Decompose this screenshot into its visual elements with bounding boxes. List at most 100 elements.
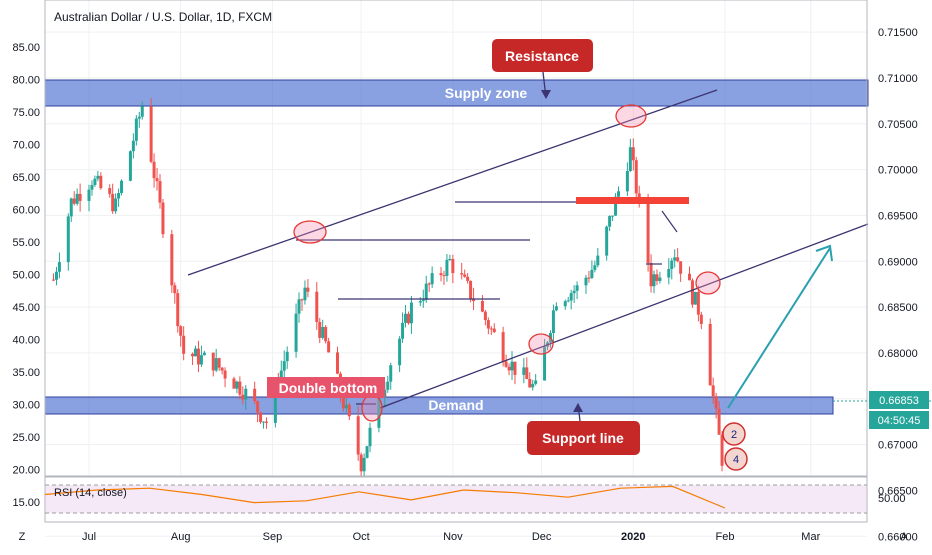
left-axis-tick-label: 40.00 <box>12 335 40 347</box>
right-axis-tick-label: 0.71500 <box>878 27 918 39</box>
candle-body <box>285 351 289 362</box>
candle-body <box>634 160 638 194</box>
right-axis-tick-label: 0.70000 <box>878 165 918 177</box>
candle-body <box>690 280 694 305</box>
candle-body <box>611 215 615 217</box>
candle-body <box>575 285 579 291</box>
time-axis-tick-label: Sep <box>263 531 283 543</box>
right-axis-tick-label: 0.71000 <box>878 73 918 85</box>
candle-body <box>214 358 218 371</box>
timezone-toggle-z[interactable]: Z <box>19 531 26 543</box>
candle-body <box>155 178 159 182</box>
candle-body <box>114 198 118 212</box>
touch-circle-dec <box>528 333 554 355</box>
candle-body <box>179 326 183 336</box>
candle-body <box>466 276 470 281</box>
candle-body <box>297 299 301 314</box>
candle-body <box>273 382 277 423</box>
candle-body <box>152 161 156 179</box>
candle-body <box>504 361 508 367</box>
left-axis-tick-label: 15.00 <box>12 497 40 509</box>
candle-body <box>439 273 443 276</box>
candle-body <box>347 404 351 417</box>
candle-body <box>614 196 618 216</box>
candle-body <box>572 290 576 294</box>
candle-body <box>232 378 236 389</box>
candle-body <box>191 353 195 357</box>
candle-body <box>282 361 286 371</box>
candle-body <box>335 352 339 374</box>
left-axis-tick-label: 70.00 <box>12 140 40 152</box>
candle-body <box>696 291 700 315</box>
candle-body <box>368 427 372 447</box>
event-marker-icon[interactable] <box>722 422 746 446</box>
candle-body <box>534 380 538 384</box>
candle-body <box>111 193 115 212</box>
time-axis-tick-label: Dec <box>532 531 552 543</box>
candle-body <box>563 301 567 307</box>
candle-body <box>359 454 363 472</box>
support-pointer-head <box>573 403 583 412</box>
candle-body <box>318 321 322 338</box>
candle-body <box>480 301 484 312</box>
left-axis-tick-label: 25.00 <box>12 432 40 444</box>
candle-body <box>193 348 197 357</box>
auto-scale-toggle-a[interactable]: A <box>900 531 908 543</box>
candle-body <box>377 394 381 428</box>
resistance-callout-box <box>492 39 593 72</box>
time-axis-tick-label: Aug <box>171 531 191 543</box>
candle-body <box>652 274 656 287</box>
right-axis-tick-label: 0.68000 <box>878 348 918 360</box>
candle-body <box>617 191 621 197</box>
time-axis[interactable]: Jul Aug Sep Oct Nov Dec 2020 Feb Mar <box>82 531 821 543</box>
candle-body <box>711 385 715 397</box>
left-axis-tick-label: 35.00 <box>12 367 40 379</box>
candle-body <box>303 287 307 301</box>
candle-body <box>72 198 76 204</box>
candle-body <box>327 341 331 353</box>
support-callout-box <box>527 421 640 455</box>
right-axis-tick-label: 0.70500 <box>878 119 918 131</box>
candle-body <box>631 147 635 161</box>
candle-body <box>362 457 366 472</box>
left-axis-tick-label: 30.00 <box>12 400 40 412</box>
candle-body <box>406 313 410 324</box>
candle-body <box>321 326 325 338</box>
right-price-axis[interactable]: 0.71500 0.71000 0.70500 0.70000 0.69500 0.690… <box>878 27 918 543</box>
resistance-callout-label: Resistance <box>505 48 579 64</box>
candle-body <box>569 293 573 301</box>
touch-circle-oct <box>361 394 383 422</box>
candle-body <box>646 198 650 263</box>
event-markers[interactable]: 2 4 <box>722 422 748 471</box>
candle-body <box>605 226 609 256</box>
candle-body <box>93 178 97 186</box>
candle-body <box>430 273 434 285</box>
event-marker-icon[interactable] <box>724 447 748 471</box>
candle-body <box>460 273 464 275</box>
double-bottom-box <box>267 377 385 398</box>
candle-body <box>448 259 452 261</box>
candle-body <box>241 394 245 400</box>
candle-body <box>262 421 266 423</box>
candle-body <box>554 306 558 311</box>
candle-body <box>199 355 203 365</box>
candle-body <box>442 275 446 277</box>
candle-body <box>344 404 348 409</box>
candle-body <box>202 352 206 356</box>
candle-body <box>256 401 260 413</box>
countdown-label: 04:50:45 <box>878 415 921 427</box>
candle-body <box>528 379 532 388</box>
candle-body <box>708 323 712 386</box>
candle-body <box>238 381 242 395</box>
candle-body <box>667 268 671 278</box>
candle-body <box>158 181 162 203</box>
left-axis-tick-label: 20.00 <box>12 465 40 477</box>
candle-body <box>451 259 455 274</box>
candle-body <box>658 277 662 281</box>
candle-body <box>587 277 591 279</box>
time-axis-tick-label: Jul <box>82 531 96 543</box>
candle-body <box>220 367 224 371</box>
candle-body <box>57 262 61 272</box>
double-bottom-label: Double bottom <box>279 380 378 396</box>
small-trend-line <box>661 210 678 233</box>
